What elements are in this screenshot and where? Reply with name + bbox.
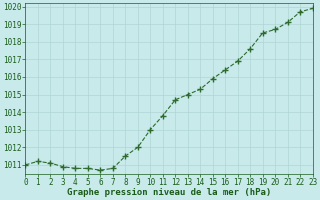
X-axis label: Graphe pression niveau de la mer (hPa): Graphe pression niveau de la mer (hPa) — [67, 188, 271, 197]
